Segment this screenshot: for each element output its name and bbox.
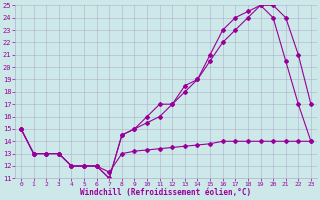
X-axis label: Windchill (Refroidissement éolien,°C): Windchill (Refroidissement éolien,°C) xyxy=(80,188,252,197)
